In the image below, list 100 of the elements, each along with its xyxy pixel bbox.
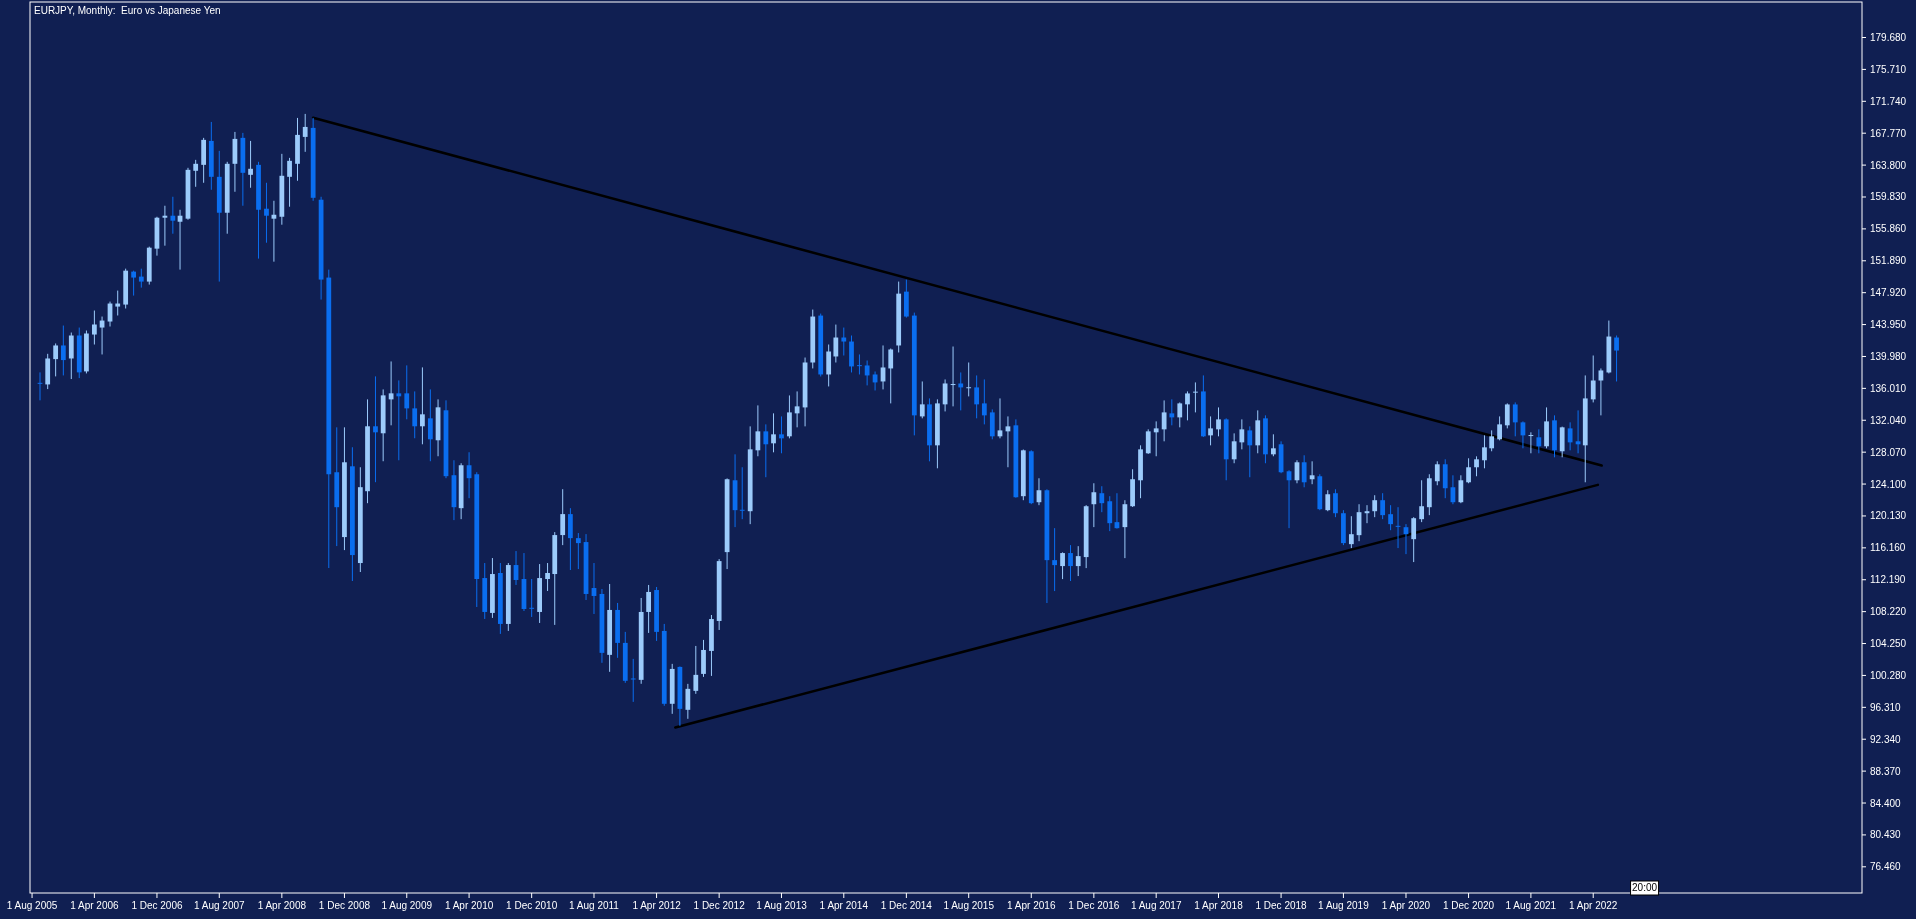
candlestick [755, 404, 761, 457]
candlestick [1068, 544, 1073, 582]
x-tick-label: 1 Aug 2007 [193, 900, 246, 911]
candlestick [1482, 434, 1487, 469]
candlestick [60, 325, 66, 376]
candlestick [404, 364, 410, 420]
candlestick [1145, 428, 1151, 455]
y-tick-label: 136.010 [1870, 382, 1907, 394]
candlestick [1325, 489, 1331, 512]
x-tick-label: 1 Dec 2014 [880, 900, 933, 911]
candlestick [1489, 429, 1495, 452]
candlestick [1567, 421, 1573, 451]
x-tick-label: 1 Apr 2006 [70, 900, 119, 911]
y-tick-label: 100.280 [1870, 669, 1907, 681]
candlestick [794, 390, 800, 428]
candlestick [420, 366, 425, 445]
candlestick [560, 488, 566, 546]
x-tick-label: 1 Apr 2018 [1194, 900, 1244, 911]
y-tick-label: 132.040 [1870, 414, 1907, 426]
candlestick [1333, 488, 1338, 518]
candlestick [248, 140, 253, 189]
candlestick [1419, 479, 1425, 523]
candlestick [1091, 482, 1097, 528]
candlestick [575, 532, 581, 570]
candlestick [857, 353, 862, 375]
candlestick [1271, 433, 1276, 457]
candlestick [1458, 474, 1464, 504]
candlestick [888, 348, 894, 404]
candlestick [693, 645, 699, 695]
candlestick [1614, 335, 1619, 382]
x-tick-label: 1 Apr 2010 [444, 900, 494, 911]
x-tick-label: 1 Apr 2020 [1381, 900, 1431, 911]
annotation: 20:00 [1632, 882, 1658, 893]
candlestick [1590, 355, 1596, 403]
candlestick [287, 157, 292, 208]
candlestick [1348, 515, 1354, 549]
candlestick [739, 466, 745, 520]
candlestick [771, 412, 776, 453]
candlestick [388, 360, 394, 426]
candlestick [1301, 454, 1307, 488]
candlestick [412, 390, 418, 439]
candlestick [1239, 418, 1245, 450]
candlestick [1309, 460, 1315, 485]
y-tick-label: 116.160 [1870, 542, 1906, 554]
candlestick [53, 342, 59, 377]
candlestick [1060, 551, 1065, 580]
y-tick-label: 163.800 [1870, 159, 1907, 171]
candlestick [958, 371, 964, 411]
x-tick-label: 1 Aug 2005 [6, 900, 58, 911]
candlestick [981, 378, 987, 425]
candlestick [302, 113, 308, 153]
candlestick [630, 658, 636, 703]
candlestick [1075, 545, 1081, 577]
candlestick [1052, 527, 1057, 592]
y-tick-label: 80.430 [1870, 829, 1902, 841]
x-tick-label: 1 Aug 2015 [943, 900, 995, 911]
y-tick-label: 143.950 [1870, 319, 1907, 331]
candlestick [1559, 426, 1565, 458]
x-tick-label: 1 Dec 2018 [1255, 900, 1308, 911]
candlestick [131, 270, 136, 297]
y-tick-label: 151.890 [1870, 255, 1907, 267]
candlestick [1372, 494, 1378, 518]
candlestick [779, 415, 784, 454]
x-tick-label: 1 Aug 2021 [1505, 900, 1557, 911]
candlestick [1169, 398, 1175, 426]
x-tick-label: 1 Dec 2008 [318, 900, 371, 911]
candlestick [1411, 516, 1417, 563]
candlestick [529, 578, 535, 618]
candlestick [701, 639, 706, 678]
y-tick-label: 167.770 [1870, 127, 1907, 139]
y-tick-label: 96.310 [1870, 701, 1902, 713]
candlestick [919, 380, 925, 419]
candlestick [1380, 492, 1386, 520]
x-tick-label: 1 Aug 2011 [569, 900, 620, 911]
y-tick-label: 155.860 [1870, 223, 1907, 235]
candlestick [68, 332, 74, 380]
y-tick-label: 124.100 [1870, 478, 1907, 490]
candlestick [1247, 425, 1253, 478]
y-tick-label: 84.400 [1870, 797, 1902, 809]
candlestick [1504, 402, 1510, 429]
x-tick-label: 1 Aug 2019 [1318, 900, 1370, 911]
candlestick [1185, 390, 1190, 421]
x-tick-label: 1 Apr 2022 [1569, 900, 1618, 911]
candlestick [264, 182, 269, 244]
y-tick-label: 76.460 [1870, 861, 1902, 873]
x-tick-label: 1 Apr 2008 [257, 900, 307, 911]
candlestick [826, 344, 832, 387]
y-tick-label: 175.710 [1870, 63, 1907, 75]
y-tick-label: 171.740 [1870, 95, 1907, 107]
candlestick [373, 375, 378, 483]
candlestick [966, 362, 972, 397]
y-tick-label: 159.830 [1870, 191, 1907, 203]
candlestick [115, 290, 121, 316]
candlestick [1153, 420, 1159, 457]
y-tick-label: 120.130 [1870, 510, 1907, 522]
x-tick-label: 1 Dec 2006 [131, 900, 183, 911]
x-tick-label: 1 Apr 2012 [632, 900, 682, 911]
candlestick [1466, 457, 1471, 484]
y-tick-label: 92.340 [1870, 733, 1902, 745]
y-tick-label: 139.980 [1870, 350, 1907, 362]
